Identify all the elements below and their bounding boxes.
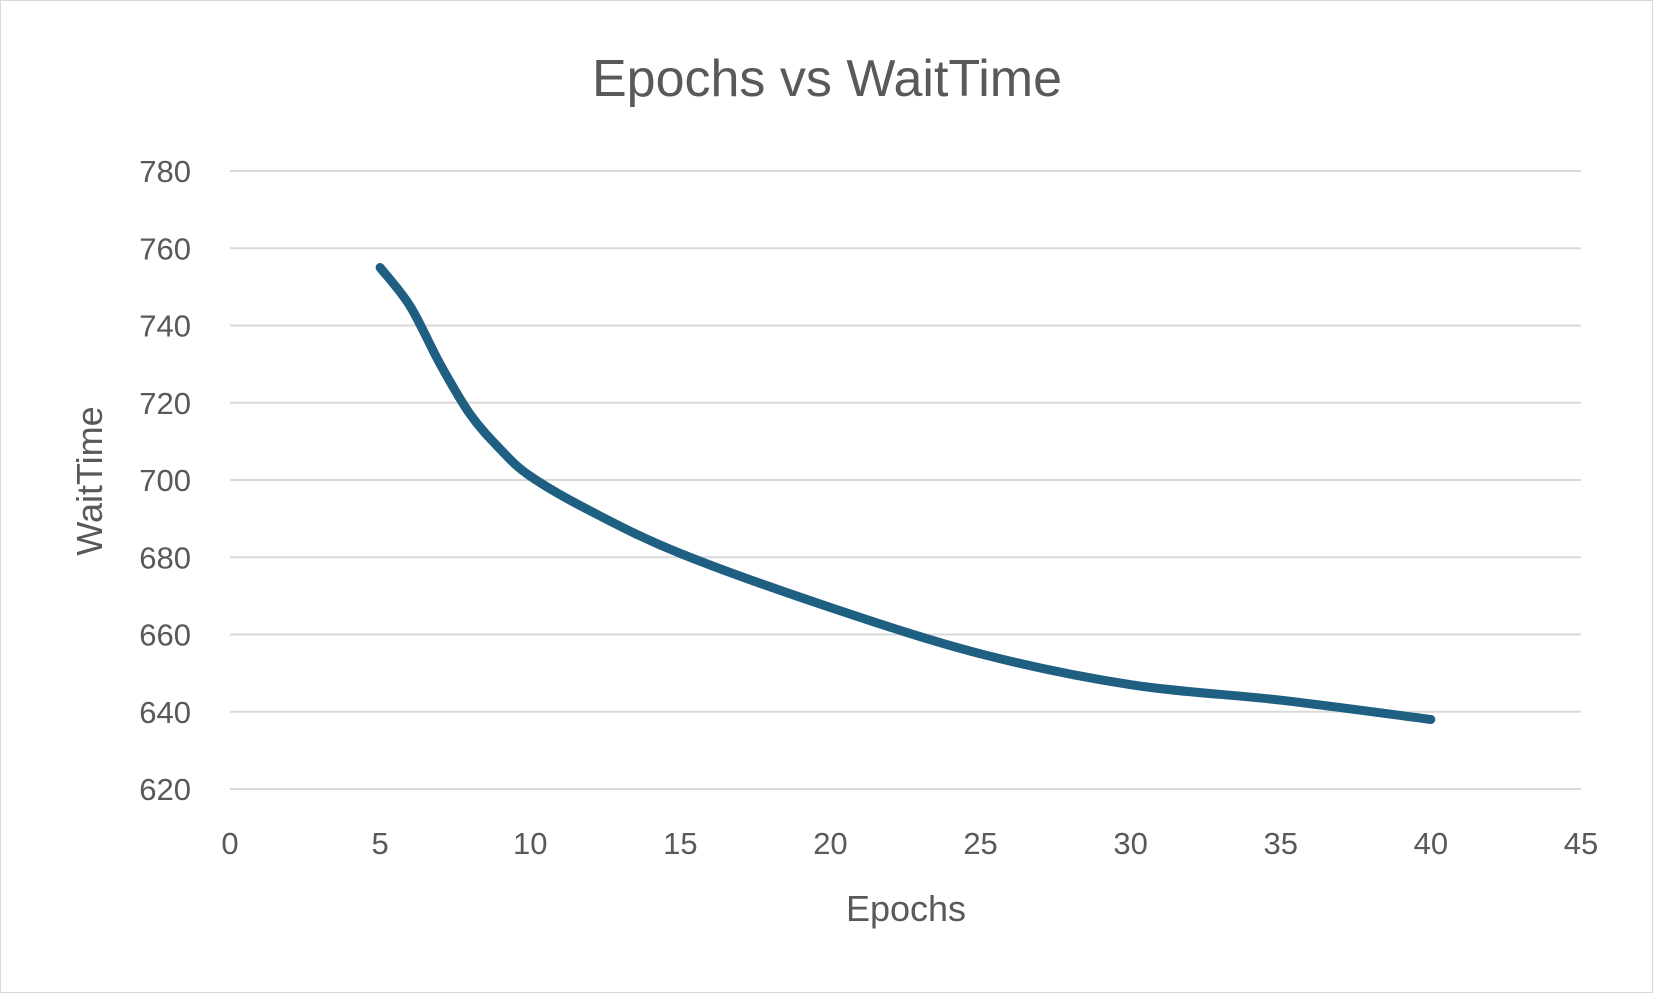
x-axis-label: Epochs: [846, 888, 966, 929]
x-tick-label: 25: [963, 826, 997, 861]
y-tick-label: 640: [139, 695, 191, 730]
x-tick-label: 5: [371, 826, 388, 861]
y-tick-label: 680: [139, 540, 191, 575]
x-tick-label: 10: [513, 826, 547, 861]
x-tick-labels: 0 5 10 15 20 25 30 35 40 45: [221, 826, 1598, 861]
series-layer: [375, 263, 1436, 724]
y-tick-label: 740: [139, 309, 191, 344]
x-tick-label: 0: [221, 826, 238, 861]
x-tick-label: 45: [1564, 826, 1598, 861]
x-tick-label: 40: [1414, 826, 1448, 861]
y-tick-label: 660: [139, 618, 191, 653]
x-tick-label: 20: [813, 826, 847, 861]
series-line: [375, 263, 1436, 724]
x-tick-label: 15: [663, 826, 697, 861]
chart-title: Epochs vs WaitTime: [592, 50, 1062, 108]
gridlines: [230, 170, 1581, 790]
y-tick-label: 620: [139, 772, 191, 807]
y-axis-label: WaitTime: [69, 406, 110, 555]
y-tick-labels: 620 640 660 680 700 720 740 760 780: [139, 154, 191, 807]
x-tick-label: 35: [1264, 826, 1298, 861]
x-tick-label: 30: [1113, 826, 1147, 861]
y-tick-label: 700: [139, 463, 191, 498]
y-tick-label: 780: [139, 154, 191, 189]
y-tick-label: 720: [139, 386, 191, 421]
y-tick-label: 760: [139, 231, 191, 266]
